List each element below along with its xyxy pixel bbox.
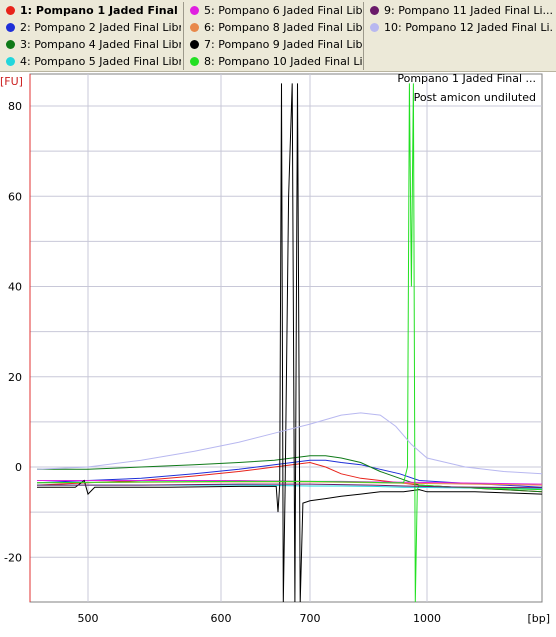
legend-dot-icon (370, 23, 379, 32)
series-line (36, 459, 542, 488)
legend-item[interactable]: 6: Pompano 8 Jaded Final Libr... (184, 19, 362, 36)
legend-item-label: 9: Pompano 11 Jaded Final Li... (384, 4, 554, 17)
y-tick-label: -20 (4, 551, 22, 564)
series-line (37, 483, 542, 489)
legend-dot-icon (190, 6, 199, 15)
legend-item[interactable]: 9: Pompano 11 Jaded Final Li... (364, 2, 554, 19)
series-line (37, 83, 542, 602)
x-tick-label: 700 (300, 612, 321, 625)
plot-area (29, 73, 543, 603)
legend-item[interactable]: 8: Pompano 10 Jaded Final Li... (184, 53, 362, 70)
y-tick-label: 60 (8, 190, 22, 203)
legend-dot-icon (190, 40, 199, 49)
legend-item[interactable]: 4: Pompano 5 Jaded Final Libr... (0, 53, 181, 70)
legend-dot-icon (6, 6, 15, 15)
y-tick-label: 40 (8, 281, 22, 294)
legend-dot-icon (6, 57, 15, 66)
legend-item[interactable]: 3: Pompano 4 Jaded Final Libr... (0, 36, 181, 53)
legend-item[interactable]: 1: Pompano 1 Jaded Final ... (0, 2, 181, 19)
legend-item-label: 3: Pompano 4 Jaded Final Libr... (20, 38, 181, 51)
legend-item-label: 6: Pompano 8 Jaded Final Libr... (204, 21, 362, 34)
y-axis-label: [FU] (0, 75, 23, 88)
y-tick-label: 20 (8, 371, 22, 384)
legend-item-label: 1: Pompano 1 Jaded Final ... (20, 4, 181, 17)
legend-item-label: 5: Pompano 6 Jaded Final Libr... (204, 4, 362, 17)
series-line (36, 83, 542, 602)
legend-item-label: 10: Pompano 12 Jaded Final Li... (384, 21, 554, 34)
sample-title: Pompano 1 Jaded Final ... (397, 72, 536, 85)
legend-dot-icon (190, 57, 199, 66)
x-tick-label: 1000 (413, 612, 441, 625)
legend-panel: 1: Pompano 1 Jaded Final ... 2: Pompano 2… (0, 0, 556, 72)
legend-item[interactable]: 10: Pompano 12 Jaded Final Li... (364, 19, 554, 36)
legend-column: 9: Pompano 11 Jaded Final Li... 10: Pompa… (363, 2, 554, 70)
legend-item[interactable]: 2: Pompano 2 Jaded Final Libr... (0, 19, 181, 36)
x-axis-label: [bp] (527, 612, 550, 625)
legend-item-label: 8: Pompano 10 Jaded Final Li... (204, 55, 362, 68)
x-tick-label: 500 (78, 612, 99, 625)
legend-dot-icon (6, 23, 15, 32)
legend-dot-icon (190, 23, 199, 32)
legend-column: 5: Pompano 6 Jaded Final Libr... 6: Pompa… (183, 2, 362, 70)
sample-subtitle: Post amicon undiluted (414, 91, 536, 104)
legend-item[interactable]: 5: Pompano 6 Jaded Final Libr... (184, 2, 362, 19)
legend-column: 1: Pompano 1 Jaded Final ... 2: Pompano 2… (0, 2, 181, 70)
x-tick-label: 600 (211, 612, 232, 625)
series-group (36, 83, 542, 602)
legend-item[interactable]: 7: Pompano 9 Jaded Final Libr... (184, 36, 362, 53)
y-tick-label: 0 (15, 461, 22, 474)
legend-item-label: 7: Pompano 9 Jaded Final Libr... (204, 38, 362, 51)
legend-dot-icon (6, 40, 15, 49)
legend-dot-icon (370, 6, 379, 15)
legend-item-label: 4: Pompano 5 Jaded Final Libr... (20, 55, 181, 68)
y-tick-label: 80 (8, 100, 22, 113)
series-line (36, 412, 542, 475)
legend-item-label: 2: Pompano 2 Jaded Final Libr... (20, 21, 181, 34)
